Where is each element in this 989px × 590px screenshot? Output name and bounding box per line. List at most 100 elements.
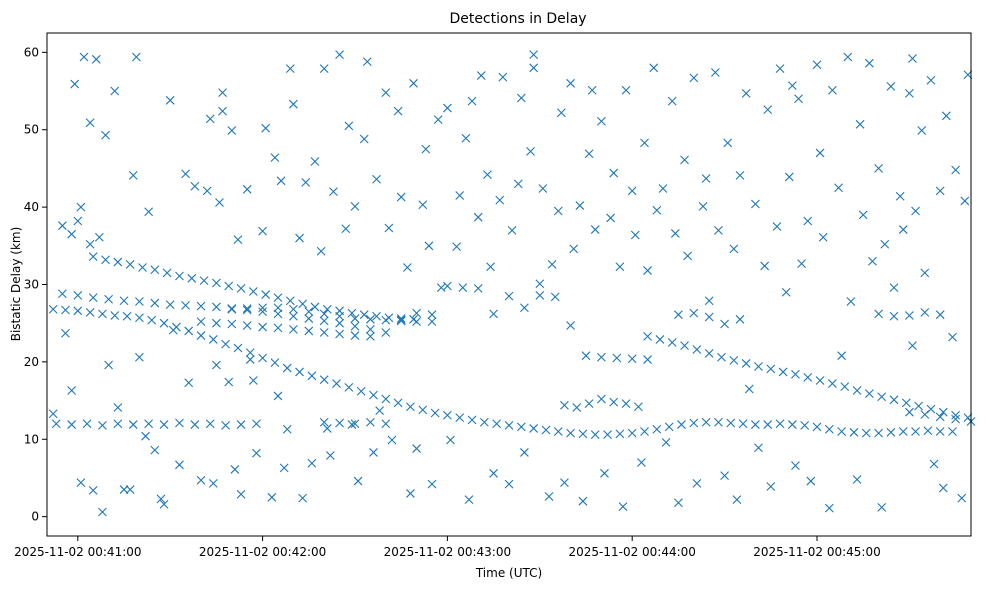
detection-point bbox=[310, 157, 320, 166]
detection-point bbox=[325, 451, 335, 460]
detection-point bbox=[319, 64, 329, 73]
detection-point bbox=[597, 394, 606, 404]
detection-point bbox=[366, 417, 375, 427]
detection-point bbox=[295, 367, 304, 377]
detection-point bbox=[575, 201, 585, 210]
detection-point bbox=[710, 68, 720, 77]
detection-point bbox=[920, 307, 930, 317]
detection-point bbox=[128, 420, 138, 429]
detection-point bbox=[948, 427, 957, 436]
detection-point bbox=[329, 187, 338, 197]
detection-point bbox=[205, 419, 215, 429]
detection-point bbox=[190, 420, 200, 429]
detection-point bbox=[369, 390, 378, 400]
detection-point bbox=[627, 186, 637, 196]
detection-point bbox=[547, 259, 557, 269]
detection-point bbox=[889, 395, 899, 405]
detection-point bbox=[486, 262, 495, 272]
detection-point bbox=[458, 283, 468, 292]
y-tick-label: 10 bbox=[24, 432, 39, 446]
detection-point bbox=[787, 81, 797, 91]
detection-point bbox=[162, 268, 172, 278]
detection-point bbox=[874, 428, 883, 438]
detection-point bbox=[473, 212, 483, 222]
detection-point bbox=[538, 184, 548, 193]
detection-point bbox=[335, 50, 344, 60]
detection-point bbox=[689, 308, 699, 318]
detection-point bbox=[48, 304, 58, 314]
detection-point bbox=[230, 465, 240, 474]
detection-point bbox=[208, 478, 218, 488]
detection-point bbox=[489, 309, 498, 319]
detection-point bbox=[319, 375, 329, 385]
detection-point bbox=[720, 319, 729, 329]
detection-point bbox=[520, 448, 529, 457]
detection-point bbox=[452, 242, 462, 251]
detection-point bbox=[298, 299, 308, 309]
detection-point bbox=[834, 183, 843, 193]
detection-point bbox=[467, 415, 477, 425]
detection-point bbox=[951, 410, 960, 420]
detection-point bbox=[529, 424, 539, 433]
detection-point bbox=[775, 64, 785, 73]
detection-point bbox=[507, 225, 517, 235]
detection-point bbox=[784, 172, 794, 182]
detection-point bbox=[316, 246, 326, 256]
detection-point bbox=[849, 427, 859, 437]
detection-point bbox=[464, 495, 474, 505]
detection-point bbox=[446, 435, 455, 445]
detection-point bbox=[643, 331, 652, 341]
detection-point bbox=[273, 293, 283, 303]
detection-point bbox=[701, 417, 711, 427]
detection-point bbox=[495, 195, 505, 205]
detection-point bbox=[289, 324, 298, 334]
detection-point bbox=[516, 422, 526, 432]
detection-point bbox=[61, 305, 70, 315]
detection-point bbox=[800, 420, 810, 430]
detection-point bbox=[335, 318, 344, 328]
detection-point bbox=[951, 165, 960, 175]
detection-point bbox=[929, 459, 939, 469]
detection-point bbox=[812, 422, 822, 432]
detection-point bbox=[298, 493, 308, 503]
detection-point bbox=[877, 392, 887, 402]
detection-point bbox=[58, 289, 67, 299]
detection-point bbox=[98, 420, 107, 430]
detection-point bbox=[224, 377, 234, 387]
detection-point bbox=[886, 82, 896, 91]
detection-point bbox=[828, 379, 837, 388]
detection-point bbox=[837, 427, 847, 436]
detection-point bbox=[938, 483, 948, 493]
detection-point bbox=[436, 283, 446, 292]
detection-point bbox=[911, 427, 920, 436]
detection-point bbox=[766, 364, 776, 374]
detection-point bbox=[837, 351, 847, 361]
detection-point bbox=[674, 498, 683, 508]
detection-point bbox=[295, 233, 304, 243]
detection-point bbox=[424, 241, 434, 251]
detection-point bbox=[763, 420, 773, 429]
detection-point bbox=[843, 52, 853, 62]
y-tick-label: 20 bbox=[24, 355, 39, 369]
detection-point bbox=[621, 85, 631, 95]
detection-point bbox=[692, 478, 702, 488]
detection-point bbox=[874, 164, 883, 173]
detection-point bbox=[396, 192, 406, 202]
detection-point bbox=[473, 283, 483, 293]
detection-point bbox=[304, 314, 314, 323]
detection-point bbox=[85, 307, 95, 317]
detection-point bbox=[735, 314, 745, 324]
detection-point bbox=[704, 348, 714, 358]
detection-point bbox=[637, 458, 646, 467]
detection-point bbox=[846, 297, 856, 306]
detection-point bbox=[310, 302, 320, 312]
detection-point bbox=[935, 427, 945, 436]
detection-point bbox=[443, 410, 452, 420]
detection-point bbox=[418, 405, 428, 415]
detection-point bbox=[504, 291, 514, 301]
detection-point bbox=[667, 96, 677, 106]
detection-point bbox=[911, 206, 920, 216]
detection-point bbox=[199, 276, 209, 286]
detection-point bbox=[818, 232, 828, 242]
detection-point bbox=[242, 304, 252, 313]
